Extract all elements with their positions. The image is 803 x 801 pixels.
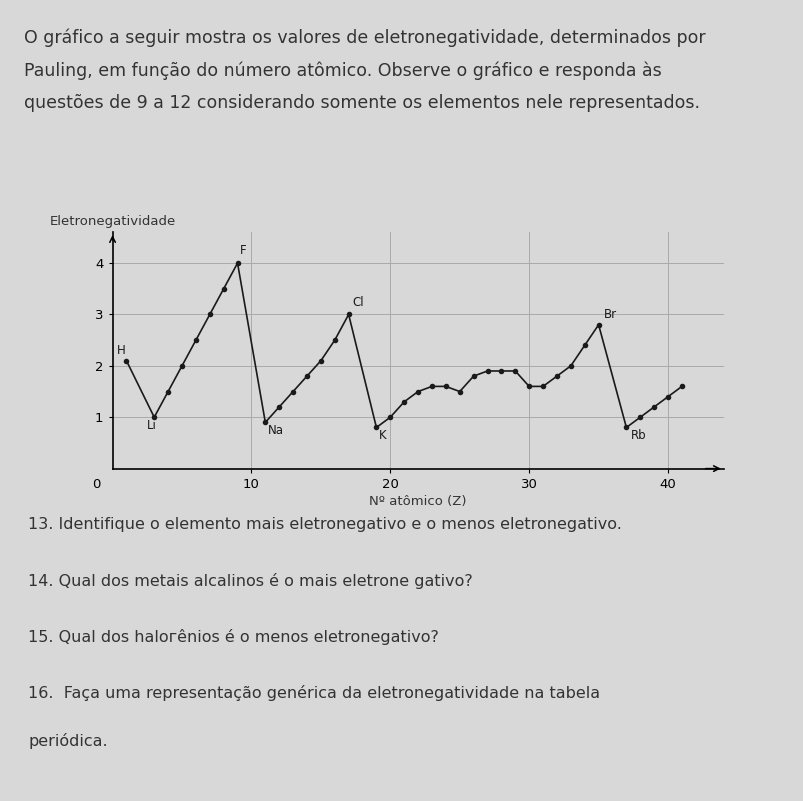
Point <box>508 364 521 377</box>
Point <box>647 400 660 413</box>
Point <box>175 360 188 372</box>
Point <box>272 400 285 413</box>
Text: K: K <box>379 429 386 442</box>
Point <box>550 370 563 383</box>
Point <box>300 370 313 383</box>
Point <box>467 370 479 383</box>
Text: Br: Br <box>603 308 617 320</box>
Point <box>439 380 452 392</box>
Text: 0: 0 <box>92 478 100 491</box>
Point <box>411 385 424 398</box>
Point <box>619 421 632 434</box>
Point <box>397 396 410 409</box>
Point <box>480 364 493 377</box>
Text: Eletronegatividade: Eletronegatividade <box>50 215 176 228</box>
Point <box>495 364 507 377</box>
Text: periódica.: periódica. <box>28 733 108 749</box>
Point <box>259 416 271 429</box>
Point <box>522 380 535 392</box>
Text: 13. Identifique o elemento mais eletronegativo e o menos eletronegativo.: 13. Identifique o elemento mais eletrone… <box>28 517 622 532</box>
Point <box>161 385 174 398</box>
Point <box>120 354 132 367</box>
Text: Cl: Cl <box>353 296 364 309</box>
Text: Li: Li <box>147 419 157 432</box>
Point <box>675 380 687 392</box>
Point <box>564 360 577 372</box>
Point <box>190 334 202 347</box>
Point <box>314 354 327 367</box>
Point <box>217 283 230 296</box>
Point <box>661 390 674 403</box>
Text: 15. Qual dos halогênios é o menos eletronegativo?: 15. Qual dos halогênios é o menos eletro… <box>28 629 438 645</box>
Point <box>453 385 466 398</box>
Text: H: H <box>116 344 125 356</box>
Point <box>287 385 300 398</box>
Point <box>342 308 355 321</box>
Text: O gráfico a seguir mostra os valores de eletronegatividade, determinados por
Pau: O gráfico a seguir mostra os valores de … <box>24 28 705 111</box>
Point <box>577 339 590 352</box>
X-axis label: Nº atômico (Z): Nº atômico (Z) <box>369 495 467 508</box>
Point <box>383 411 396 424</box>
Point <box>230 256 243 269</box>
Point <box>148 411 161 424</box>
Point <box>592 318 605 331</box>
Point <box>536 380 548 392</box>
Point <box>203 308 216 321</box>
Text: Na: Na <box>267 424 283 437</box>
Point <box>369 421 382 434</box>
Text: Rb: Rb <box>630 429 646 442</box>
Point <box>328 334 340 347</box>
Text: 16.  Faça uma representação genérica da eletronegatividade na tabela: 16. Faça uma representação genérica da e… <box>28 685 600 701</box>
Text: F: F <box>240 244 247 257</box>
Point <box>425 380 438 392</box>
Text: 14. Qual dos metais alcalinos é o mais eletrone gativo?: 14. Qual dos metais alcalinos é o mais e… <box>28 573 472 589</box>
Point <box>633 411 646 424</box>
